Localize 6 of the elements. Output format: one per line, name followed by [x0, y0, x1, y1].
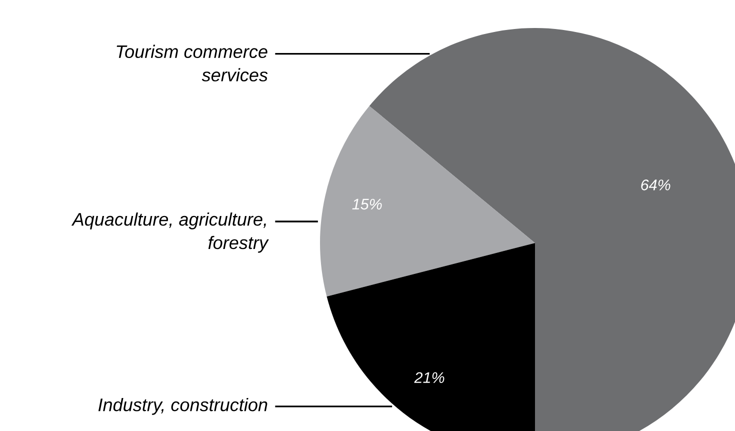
slice-label: Tourism commerce services — [116, 44, 268, 82]
data-label: 15% — [352, 198, 382, 210]
slice-label: Industry, construction — [98, 398, 268, 415]
data-label: 21% — [414, 372, 444, 383]
data-label: 64% — [641, 180, 670, 190]
slice-label: Aquaculture, agriculture, forestry — [71, 212, 269, 253]
